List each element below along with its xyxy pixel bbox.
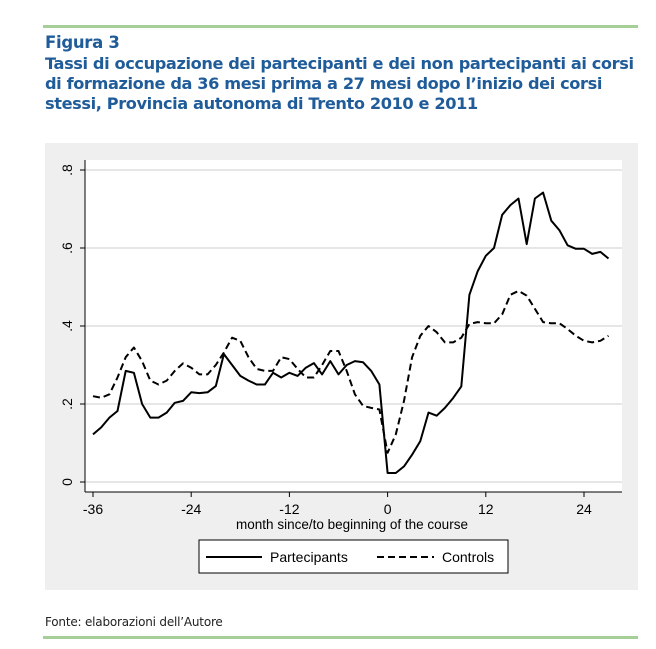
y-tick-label: 0: [59, 478, 75, 486]
x-tick-label: 12: [478, 501, 494, 517]
figure-title: Tassi di occupazione dei partecipanti e …: [45, 54, 634, 113]
series-line-partecipants: [92, 191, 610, 474]
y-tick-label: .8: [59, 164, 75, 176]
legend: Partecipants Controls: [198, 539, 509, 574]
bottom-rule: [43, 636, 638, 639]
x-tick-label: 0: [384, 501, 392, 517]
x-tick-label: 24: [576, 501, 592, 517]
series-line-controls: [92, 289, 610, 454]
figure-label: Figura 3: [45, 33, 120, 52]
x-tick-label: -12: [279, 501, 299, 517]
y-tick-label: .2: [59, 398, 75, 410]
x-tick-label: -24: [181, 501, 201, 517]
legend-label-partecipants: Partecipants: [270, 549, 348, 565]
y-tick-label: .6: [59, 242, 75, 254]
top-rule: [43, 25, 638, 28]
y-tick-label: .4: [59, 320, 75, 332]
x-tick-label: -36: [83, 501, 103, 517]
legend-label-controls: Controls: [442, 549, 494, 565]
source-note: Fonte: elaborazioni dell’Autore: [45, 615, 223, 629]
x-axis-label: month since/to beginning of the course: [236, 517, 468, 532]
